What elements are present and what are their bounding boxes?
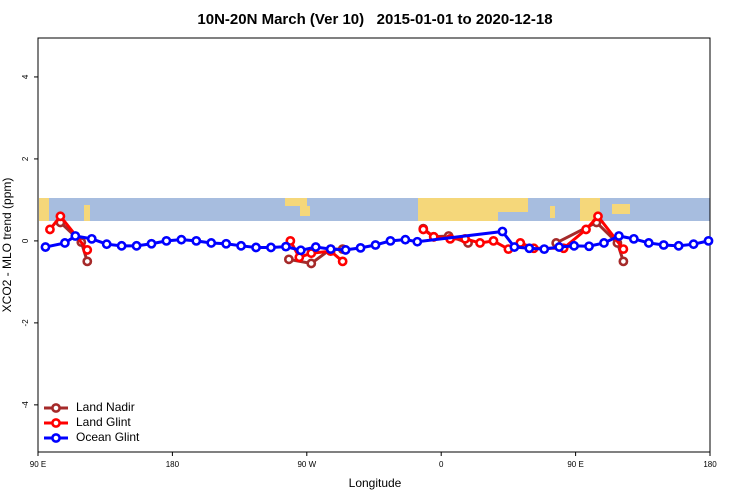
data-point: [599, 238, 609, 248]
data-point: [325, 244, 336, 254]
y-axis-label: XCO2 - MLO trend (ppm): [0, 178, 14, 313]
chart-title: 10N-20N March (Ver 10) 2015-01-01 to 202…: [197, 11, 552, 28]
land: [84, 205, 90, 221]
data-point: [101, 239, 112, 250]
data-point: [337, 256, 348, 267]
y-tick-label: -4: [21, 401, 30, 409]
data-point: [266, 242, 276, 253]
data-point: [581, 224, 591, 235]
data-point: [475, 238, 485, 248]
data-point: [385, 236, 396, 246]
data-point: [524, 243, 535, 254]
data-point: [628, 233, 639, 244]
legend-label: Land Glint: [76, 415, 131, 429]
data-point: [280, 241, 291, 252]
data-point: [45, 224, 55, 235]
data-point: [70, 231, 81, 241]
data-point: [554, 242, 565, 252]
data-point: [355, 242, 366, 253]
data-point: [569, 240, 580, 251]
x-tick-label: 90 W: [297, 460, 316, 469]
data-point: [418, 224, 429, 235]
data-point: [703, 236, 714, 246]
data-point: [206, 238, 217, 248]
data-point: [146, 238, 157, 249]
map-strip: [39, 198, 710, 221]
x-tick-label: 180: [166, 460, 180, 469]
data-point: [55, 211, 66, 222]
data-point: [236, 240, 246, 251]
x-tick-label: 90 E: [567, 460, 583, 469]
y-tick-label: 2: [21, 156, 30, 161]
data-point: [306, 248, 317, 259]
data-point: [221, 238, 232, 249]
land: [39, 198, 49, 221]
data-point: [618, 256, 629, 267]
data-point: [370, 240, 381, 250]
data-point: [86, 233, 97, 244]
y-tick-label: 4: [21, 74, 30, 79]
land: [498, 198, 528, 212]
legend-marker: [51, 418, 61, 428]
land: [285, 198, 307, 206]
data-point: [116, 240, 127, 251]
ocean-band: [39, 198, 710, 221]
data-point: [593, 211, 603, 222]
data-point: [643, 238, 654, 248]
data-point: [310, 242, 321, 252]
data-point: [251, 242, 261, 253]
land: [612, 204, 630, 214]
data-point: [306, 258, 317, 269]
data-point: [618, 244, 629, 254]
x-tick-label: 180: [703, 460, 717, 469]
data-point: [295, 245, 306, 256]
data-point: [82, 256, 93, 267]
data-point: [191, 236, 202, 246]
data-point: [673, 240, 684, 251]
data-point: [497, 226, 508, 237]
land: [300, 206, 310, 216]
y-tick-label: 0: [21, 238, 30, 243]
data-point: [59, 238, 70, 248]
land: [550, 206, 555, 218]
data-point: [400, 234, 411, 245]
legend-marker: [51, 433, 61, 443]
data-point: [614, 231, 624, 241]
data-point: [584, 241, 594, 252]
data-point: [176, 234, 187, 245]
data-point: [161, 236, 172, 246]
data-point: [412, 236, 423, 247]
land: [418, 198, 498, 221]
data-point: [40, 242, 51, 252]
data-point: [658, 240, 669, 250]
legend-label: Ocean Glint: [76, 430, 140, 444]
data-point: [283, 254, 294, 265]
x-tick-label: 90 E: [30, 460, 46, 469]
legend-label: Land Nadir: [76, 400, 135, 414]
data-point: [340, 245, 351, 255]
data-point: [488, 236, 499, 246]
data-point: [131, 240, 142, 251]
data-point: [82, 245, 93, 255]
x-tick-label: 0: [439, 460, 444, 469]
data-point: [509, 242, 520, 252]
y-tick-label: -2: [21, 319, 30, 327]
legend-marker: [51, 403, 61, 413]
x-axis-label: Longitude: [349, 476, 402, 490]
data-point: [539, 244, 550, 254]
data-point: [688, 239, 699, 250]
